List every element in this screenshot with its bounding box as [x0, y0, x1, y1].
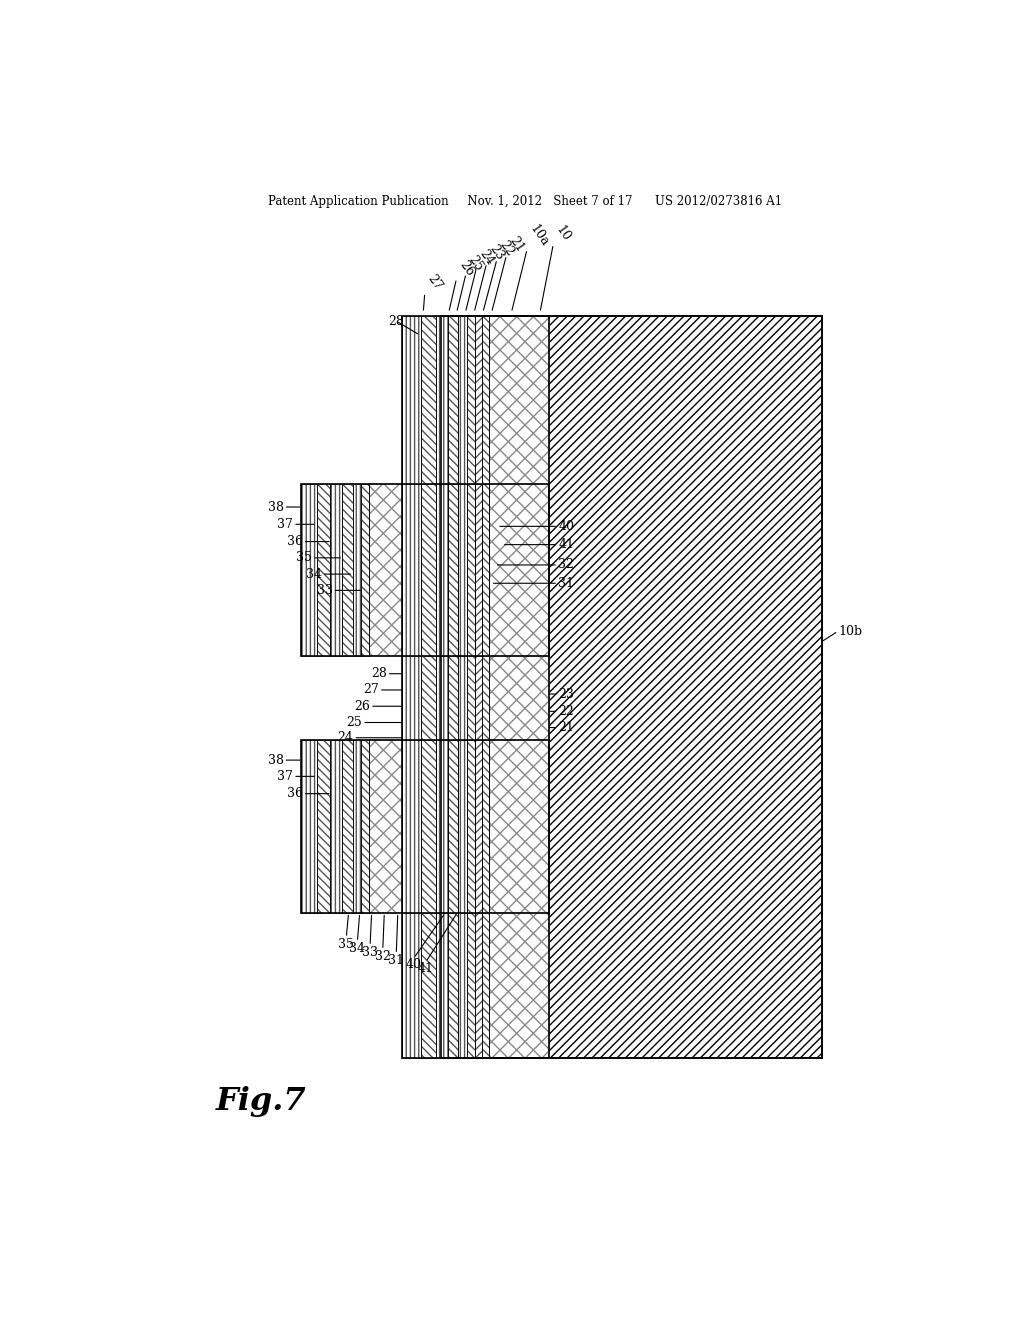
Bar — [352, 739, 361, 912]
Text: 23: 23 — [486, 243, 507, 263]
Bar — [458, 739, 467, 912]
Bar — [342, 739, 352, 912]
Bar — [436, 483, 447, 656]
Bar — [467, 483, 475, 656]
Text: 32: 32 — [558, 558, 574, 572]
Text: 24: 24 — [476, 248, 497, 268]
Text: 26: 26 — [354, 700, 370, 713]
Bar — [301, 483, 549, 656]
Bar — [475, 483, 482, 656]
Bar — [361, 483, 370, 656]
Text: 36: 36 — [287, 787, 303, 800]
Text: 23: 23 — [558, 688, 574, 701]
Text: 34: 34 — [305, 568, 322, 581]
Text: 21: 21 — [558, 721, 574, 734]
Text: 31: 31 — [388, 954, 404, 968]
Text: 10: 10 — [553, 223, 573, 244]
Bar — [401, 315, 549, 1057]
Text: 41: 41 — [558, 539, 574, 552]
Bar — [316, 739, 331, 912]
Text: 22: 22 — [558, 705, 573, 718]
Bar — [331, 739, 342, 912]
Bar — [361, 739, 370, 912]
Bar — [458, 315, 467, 1057]
Text: 25: 25 — [346, 715, 362, 729]
Text: 28: 28 — [388, 314, 404, 327]
Bar — [482, 483, 489, 656]
Bar — [301, 739, 549, 912]
Bar — [467, 739, 475, 912]
Bar — [352, 483, 361, 656]
Bar — [301, 483, 549, 656]
Text: 24: 24 — [338, 731, 353, 744]
Text: 37: 37 — [278, 770, 293, 783]
Bar — [436, 739, 447, 912]
Bar — [301, 739, 316, 912]
Bar — [370, 739, 549, 912]
Text: 37: 37 — [278, 517, 293, 531]
Bar — [447, 739, 458, 912]
Text: 27: 27 — [425, 272, 444, 293]
Text: Fig.7: Fig.7 — [215, 1086, 306, 1117]
Text: 32: 32 — [375, 950, 391, 964]
Bar — [447, 315, 458, 1057]
Bar — [475, 315, 482, 1057]
Bar — [370, 483, 549, 656]
Text: 10b: 10b — [839, 624, 862, 638]
Bar — [401, 483, 421, 656]
Text: 34: 34 — [349, 942, 366, 956]
Bar — [421, 483, 436, 656]
Text: 40: 40 — [558, 520, 574, 533]
Bar — [401, 315, 421, 1057]
Text: 35: 35 — [338, 939, 354, 950]
Text: 36: 36 — [287, 535, 303, 548]
Bar — [475, 739, 482, 912]
Bar — [489, 315, 549, 1057]
Text: 27: 27 — [364, 684, 379, 697]
Text: 21: 21 — [507, 235, 526, 255]
Text: 35: 35 — [296, 552, 312, 565]
Text: 33: 33 — [316, 583, 333, 597]
Bar — [458, 483, 467, 656]
Bar — [489, 315, 549, 1057]
Bar — [342, 483, 352, 656]
Bar — [482, 739, 489, 912]
Bar — [489, 315, 549, 1057]
Bar — [370, 483, 549, 656]
Bar — [421, 739, 436, 912]
Bar — [447, 483, 458, 656]
Bar — [301, 739, 549, 912]
Text: 28: 28 — [371, 667, 387, 680]
Bar — [401, 739, 421, 912]
Text: 26: 26 — [457, 257, 476, 279]
Bar — [316, 483, 331, 656]
Bar — [421, 315, 436, 1057]
Text: 10a: 10a — [527, 222, 551, 249]
Bar — [370, 483, 549, 656]
Text: 33: 33 — [362, 946, 378, 960]
Text: 22: 22 — [497, 239, 517, 259]
Bar — [436, 315, 447, 1057]
Bar — [301, 483, 316, 656]
Bar — [467, 315, 475, 1057]
Text: 41: 41 — [418, 962, 433, 975]
Text: 38: 38 — [267, 754, 284, 767]
Text: 25: 25 — [466, 253, 485, 273]
Bar — [441, 315, 822, 1057]
Text: Patent Application Publication     Nov. 1, 2012   Sheet 7 of 17      US 2012/027: Patent Application Publication Nov. 1, 2… — [267, 194, 782, 207]
Bar — [482, 315, 489, 1057]
Bar — [331, 483, 342, 656]
Bar — [441, 315, 822, 1057]
Text: 31: 31 — [558, 577, 574, 590]
Bar — [401, 315, 549, 1057]
Bar — [370, 739, 549, 912]
Bar — [370, 739, 549, 912]
Text: 38: 38 — [267, 500, 284, 513]
Text: 40: 40 — [406, 958, 422, 972]
